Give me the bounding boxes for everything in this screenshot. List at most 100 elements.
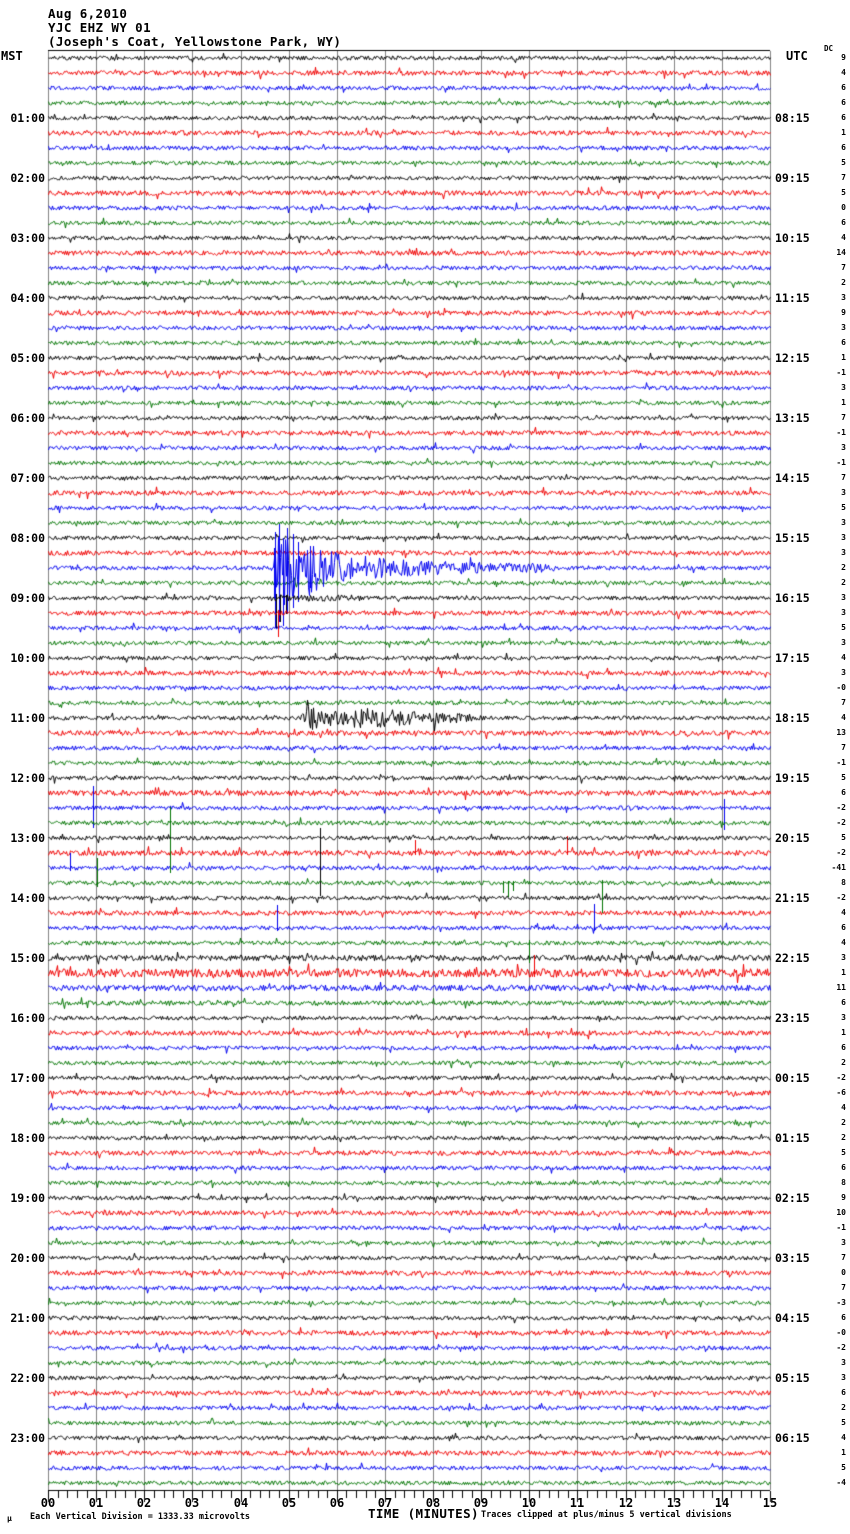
mst-hour-label: 04:00 <box>10 291 45 305</box>
dc-offset-value: 7 <box>841 263 846 272</box>
dc-offset-value: 2 <box>841 1133 846 1142</box>
dc-offset-value: 3 <box>841 593 846 602</box>
dc-offset-value: 5 <box>841 158 846 167</box>
utc-hour-label: 08:15 <box>775 111 810 125</box>
dc-offset-value: 6 <box>841 1043 846 1052</box>
dc-offset-value: 2 <box>841 1058 846 1067</box>
utc-hour-label: 17:15 <box>775 651 810 665</box>
mst-hour-label: 03:00 <box>10 231 45 245</box>
dc-offset-value: 4 <box>841 1103 846 1112</box>
utc-hour-label: 03:15 <box>775 1251 810 1265</box>
x-tick-label: 13 <box>666 1496 682 1510</box>
dc-offset-value: 4 <box>841 713 846 722</box>
dc-offset-value: 3 <box>841 293 846 302</box>
dc-offset-value: 3 <box>841 1373 846 1382</box>
utc-hour-label: 01:15 <box>775 1131 810 1145</box>
dc-offset-value: -1 <box>836 1223 846 1232</box>
mst-hour-label: 10:00 <box>10 651 45 665</box>
mst-hour-label: 07:00 <box>10 471 45 485</box>
dc-offset-header: DC <box>824 44 834 53</box>
dc-offset-value: 7 <box>841 743 846 752</box>
dc-offset-value: 3 <box>841 443 846 452</box>
dc-offset-value: 4 <box>841 653 846 662</box>
dc-offset-value: 8 <box>841 1178 846 1187</box>
mst-hour-label: 17:00 <box>10 1071 45 1085</box>
dc-offset-value: 5 <box>841 1418 846 1427</box>
dc-offset-value: 3 <box>841 323 846 332</box>
x-tick-label: 03 <box>184 1496 200 1510</box>
dc-offset-value: 7 <box>841 1253 846 1262</box>
right-timezone-label: UTC <box>786 49 808 63</box>
dc-offset-value: -3 <box>836 1298 846 1307</box>
dc-offset-value: 7 <box>841 473 846 482</box>
mst-hour-label: 11:00 <box>10 711 45 725</box>
utc-hour-label: 06:15 <box>775 1431 810 1445</box>
dc-offset-value: 2 <box>841 578 846 587</box>
x-tick-label: 14 <box>714 1496 730 1510</box>
dc-offset-value: 1 <box>841 398 846 407</box>
dc-offset-value: -2 <box>836 893 846 902</box>
utc-hour-label: 14:15 <box>775 471 810 485</box>
utc-hour-label: 11:15 <box>775 291 810 305</box>
x-tick-label: 09 <box>473 1496 489 1510</box>
utc-hour-label: 15:15 <box>775 531 810 545</box>
dc-offset-value: -4 <box>836 1478 846 1487</box>
dc-offset-value: 6 <box>841 83 846 92</box>
corner-mark: µ <box>7 1514 12 1523</box>
header-location: (Joseph's Coat, Yellowstone Park, WY) <box>48 34 342 49</box>
utc-hour-label: 10:15 <box>775 231 810 245</box>
dc-offset-value: 6 <box>841 338 846 347</box>
dc-offset-value: 3 <box>841 548 846 557</box>
header-date: Aug 6,2010 <box>48 6 128 21</box>
dc-offset-value: 3 <box>841 608 846 617</box>
x-tick-label: 01 <box>88 1496 104 1510</box>
dc-offset-value: 3 <box>841 383 846 392</box>
dc-offset-value: -2 <box>836 1073 846 1082</box>
dc-offset-value: 7 <box>841 173 846 182</box>
dc-offset-value: 3 <box>841 953 846 962</box>
header-station: YJC EHZ WY 01 <box>48 20 152 35</box>
dc-offset-value: 9 <box>841 53 846 62</box>
dc-offset-value: 4 <box>841 233 846 242</box>
dc-offset-value: 5 <box>841 833 846 842</box>
dc-offset-value: 7 <box>841 1283 846 1292</box>
mst-hour-label: 05:00 <box>10 351 45 365</box>
dc-offset-value: 6 <box>841 1313 846 1322</box>
mst-hour-label: 08:00 <box>10 531 45 545</box>
x-tick-label: 04 <box>233 1496 249 1510</box>
dc-offset-value: 0 <box>841 1268 846 1277</box>
mst-hour-label: 01:00 <box>10 111 45 125</box>
x-tick-label: 10 <box>521 1496 537 1510</box>
dc-offset-value: -41 <box>831 863 846 872</box>
dc-offset-value: 5 <box>841 623 846 632</box>
dc-offset-value: 2 <box>841 278 846 287</box>
mst-hour-label: 19:00 <box>10 1191 45 1205</box>
utc-hour-label: 21:15 <box>775 891 810 905</box>
dc-offset-value: 5 <box>841 503 846 512</box>
dc-offset-value: 3 <box>841 518 846 527</box>
x-axis-title: TIME (MINUTES) <box>368 1506 479 1521</box>
mst-hour-label: 02:00 <box>10 171 45 185</box>
utc-hour-label: 12:15 <box>775 351 810 365</box>
dc-offset-value: 1 <box>841 1448 846 1457</box>
dc-offset-value: 1 <box>841 128 846 137</box>
dc-offset-value: 2 <box>841 563 846 572</box>
mst-hour-label: 14:00 <box>10 891 45 905</box>
dc-offset-value: 2 <box>841 1118 846 1127</box>
dc-offset-value: 4 <box>841 68 846 77</box>
utc-hour-label: 00:15 <box>775 1071 810 1085</box>
dc-offset-value: 6 <box>841 113 846 122</box>
dc-offset-value: 3 <box>841 488 846 497</box>
mst-hour-label: 13:00 <box>10 831 45 845</box>
dc-offset-value: -1 <box>836 458 846 467</box>
utc-hour-label: 23:15 <box>775 1011 810 1025</box>
dc-offset-value: 1 <box>841 968 846 977</box>
left-timezone-label: MST <box>1 49 23 63</box>
mst-hour-label: 09:00 <box>10 591 45 605</box>
utc-hour-label: 22:15 <box>775 951 810 965</box>
utc-hour-label: 02:15 <box>775 1191 810 1205</box>
dc-offset-value: 9 <box>841 308 846 317</box>
dc-offset-value: 11 <box>836 983 846 992</box>
x-tick-label: 12 <box>618 1496 634 1510</box>
